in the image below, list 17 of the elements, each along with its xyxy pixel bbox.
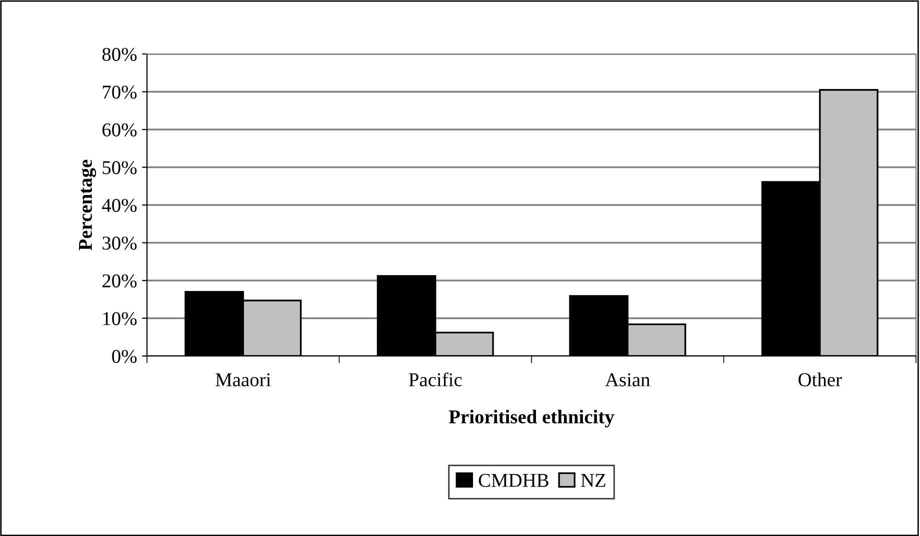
- y-tick-label: 50%: [102, 161, 137, 174]
- x-tick-label: Maaori: [216, 373, 271, 386]
- y-tick-label: 40%: [102, 198, 137, 212]
- y-tick-label: 30%: [102, 236, 137, 250]
- x-axis-title: Prioritised ethnicity: [448, 410, 614, 428]
- x-tick-label: Pacific: [408, 372, 462, 386]
- y-tick-label: 80%: [102, 48, 137, 61]
- y-tick-label: 70%: [102, 86, 137, 99]
- legend-label: CMDHB: [478, 474, 548, 487]
- y-tick-label: 0%: [112, 350, 137, 363]
- x-tick-label: Other: [798, 372, 842, 386]
- y-axis-title: Percentage: [79, 160, 96, 250]
- legend-label: NZ: [581, 474, 606, 487]
- y-tick-label: 10%: [103, 312, 137, 326]
- x-tick-label: Asian: [605, 373, 650, 386]
- y-tick-label: 60%: [102, 123, 137, 136]
- y-tick-label: 20%: [102, 274, 137, 288]
